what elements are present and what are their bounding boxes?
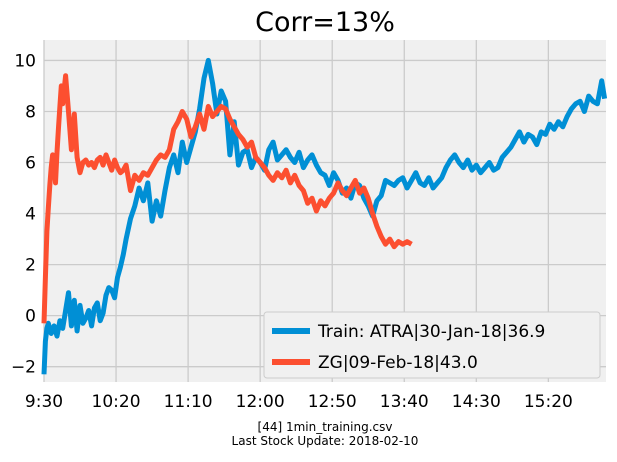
series-layer [41, 57, 608, 375]
x-tick-label: 12:00 [236, 392, 285, 412]
y-tick-label: 6 [25, 154, 36, 174]
y-tick-label: 10 [14, 51, 36, 71]
x-tick-label: 12:50 [308, 392, 357, 412]
y-tick-label: −2 [11, 358, 36, 378]
y-tick-label: 8 [25, 102, 36, 122]
legend-label-test: ZG|09-Feb-18|43.0 [318, 353, 478, 373]
x-tick-label: 9:30 [25, 392, 63, 412]
y-tick-label: 4 [25, 205, 36, 225]
y-tick-label: 2 [25, 256, 36, 276]
x-tick-label: 11:10 [164, 392, 213, 412]
legend-label-train: Train: ATRA|30-Jan-18|36.9 [317, 322, 545, 342]
y-tick-label: 0 [25, 307, 36, 327]
legend: Train: ATRA|30-Jan-18|36.9 ZG|09-Feb-18|… [263, 311, 601, 379]
chart-title: Corr=13% [255, 7, 395, 38]
x-tick-label: 15:20 [524, 392, 573, 412]
footer-line-2: Last Stock Update: 2018-02-10 [232, 434, 419, 448]
x-tick-label: 13:40 [380, 392, 429, 412]
x-tick-label: 10:20 [92, 392, 141, 412]
tick-labels: −2 0 2 4 6 8 10 9:30 10:20 11:10 12:00 12:50 13:40 14… [11, 51, 573, 412]
footer-line-1: [44] 1min_training.csv [258, 420, 393, 434]
x-tick-label: 14:30 [452, 392, 501, 412]
legend-box [263, 311, 601, 379]
series-line-train [41, 57, 608, 375]
series-line-test [41, 73, 413, 324]
